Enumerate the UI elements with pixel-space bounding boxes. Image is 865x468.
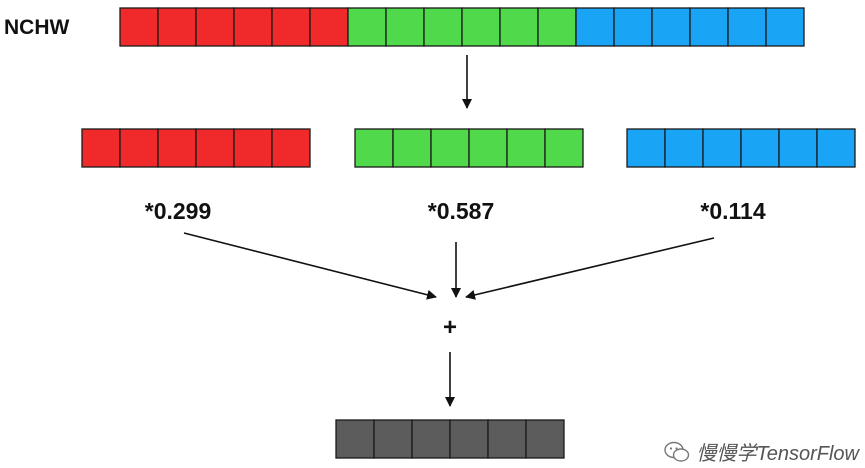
input-red-cell xyxy=(157,7,197,47)
green-channel-cell xyxy=(430,128,470,168)
input-green-cell xyxy=(461,7,501,47)
input-blue-cell xyxy=(727,7,767,47)
output-cell xyxy=(373,419,413,459)
blue-channel-cell xyxy=(778,128,818,168)
nchw-label: NCHW xyxy=(4,16,70,39)
green-channel-cell xyxy=(506,128,546,168)
blue-channel-cell xyxy=(626,128,666,168)
green-channel-cell xyxy=(544,128,584,168)
flow-arrows xyxy=(183,55,715,407)
green-channel-cell xyxy=(354,128,394,168)
green-weight-label: *0.587 xyxy=(427,198,495,224)
blue-channel-cell xyxy=(664,128,704,168)
input-red-cell xyxy=(309,7,349,47)
grayscale-output-tensor xyxy=(335,419,565,459)
red-channel-cell xyxy=(271,128,311,168)
output-cell xyxy=(411,419,451,459)
input-blue-cell xyxy=(689,7,729,47)
input-green-cell xyxy=(385,7,425,47)
wechat-icon xyxy=(664,441,690,462)
red-to-sum-arrow xyxy=(183,232,437,300)
input-blue-cell xyxy=(575,7,615,47)
watermark: 慢慢学TensorFlow xyxy=(664,437,859,466)
input-green-cell xyxy=(423,7,463,47)
output-cell xyxy=(335,419,375,459)
output-cell xyxy=(487,419,527,459)
blue-to-sum-arrow xyxy=(465,237,715,300)
green-channel-cell xyxy=(468,128,508,168)
red-channel-cell xyxy=(195,128,235,168)
red-channel-cell xyxy=(233,128,273,168)
blue-weight-label: *0.114 xyxy=(700,198,766,224)
watermark-text: 慢慢学TensorFlow xyxy=(696,443,859,465)
red-channel-cell xyxy=(81,128,121,168)
input-green-cell xyxy=(347,7,387,47)
red-weight-label: *0.299 xyxy=(144,198,212,224)
input-red-cell xyxy=(195,7,235,47)
blue-channel-cell xyxy=(702,128,742,168)
channel-tensors xyxy=(81,128,856,168)
input-red-cell xyxy=(271,7,311,47)
red-channel-cell xyxy=(119,128,159,168)
input-blue-cell xyxy=(765,7,805,47)
input-blue-cell xyxy=(613,7,653,47)
input-green-cell xyxy=(537,7,577,47)
nchw-input-tensor xyxy=(119,7,805,47)
green-channel-cell xyxy=(392,128,432,168)
red-channel-cell xyxy=(157,128,197,168)
sum-operator: + xyxy=(442,314,458,341)
input-green-cell xyxy=(499,7,539,47)
output-cell xyxy=(449,419,489,459)
input-red-cell xyxy=(119,7,159,47)
blue-channel-cell xyxy=(816,128,856,168)
input-blue-cell xyxy=(651,7,691,47)
input-red-cell xyxy=(233,7,273,47)
blue-channel-cell xyxy=(740,128,780,168)
output-cell xyxy=(525,419,565,459)
